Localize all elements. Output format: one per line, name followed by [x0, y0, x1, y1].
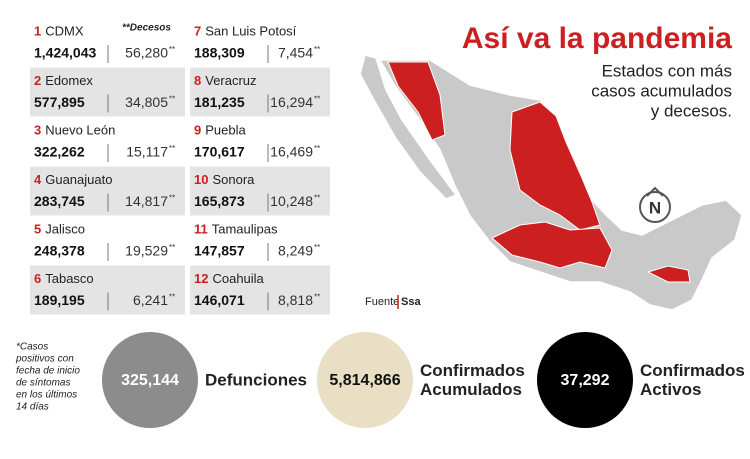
deaths: 56,280 — [125, 45, 168, 61]
cases: 248,378 — [34, 243, 85, 259]
rank: 5 — [34, 221, 41, 236]
rank: 10 — [194, 172, 208, 187]
footnote: en los últimos — [16, 390, 77, 401]
summary-circle — [102, 332, 198, 428]
death-mark: ** — [169, 293, 175, 302]
cases: 147,857 — [194, 243, 245, 259]
summary-label: Acumulados — [420, 380, 522, 399]
death-mark: ** — [314, 45, 320, 54]
cases: 146,071 — [194, 292, 245, 308]
state-name: Jalisco — [45, 221, 85, 236]
cases: 283,745 — [34, 193, 85, 209]
deaths: 19,529 — [125, 243, 168, 259]
death-mark: ** — [169, 194, 175, 203]
cases: 1,424,043 — [34, 45, 96, 61]
rank: 3 — [34, 122, 41, 137]
deaths: 8,249 — [278, 243, 313, 259]
deaths: 6,241 — [133, 292, 168, 308]
title: Así va la pandemia — [462, 22, 732, 55]
summary-label: Activos — [640, 380, 701, 399]
state-name: CDMX — [45, 23, 84, 38]
deaths: 34,805 — [125, 94, 168, 110]
state-name: Sonora — [212, 172, 255, 187]
cases: 170,617 — [194, 144, 245, 160]
footnote: fecha de inicio — [16, 366, 80, 377]
map-highlight — [646, 265, 691, 283]
subtitle: Estados con más — [602, 61, 732, 80]
state-name: San Luis Potosí — [205, 23, 296, 38]
summary-label: Defunciones — [205, 370, 307, 389]
cases: 188,309 — [194, 45, 245, 61]
footnote: *Casos — [16, 342, 48, 353]
footnote: 14 días — [16, 402, 49, 413]
source-name: Ssa — [401, 296, 421, 308]
rank: 11 — [194, 221, 208, 236]
death-mark: ** — [314, 293, 320, 302]
deaths: 10,248 — [270, 193, 313, 209]
rank: 6 — [34, 271, 41, 286]
deaths: 7,454 — [278, 45, 313, 61]
rank: 2 — [34, 73, 41, 88]
cases: 165,873 — [194, 193, 245, 209]
row-background — [190, 265, 330, 315]
deaths-header: **Decesos — [122, 23, 171, 34]
footnote: de síntomas — [16, 378, 70, 389]
subtitle: y decesos. — [651, 101, 732, 120]
map-region — [359, 54, 458, 200]
source-label: Fuente — [365, 296, 399, 308]
summary-label: Confirmados — [640, 361, 745, 380]
rank: 8 — [194, 73, 201, 88]
cases: 322,262 — [34, 144, 85, 160]
state-name: Edomex — [45, 73, 93, 88]
cases: 577,895 — [34, 94, 85, 110]
deaths: 16,294 — [270, 94, 313, 110]
rank: 9 — [194, 122, 201, 137]
death-mark: ** — [314, 243, 320, 252]
compass-label: N — [649, 198, 661, 217]
state-name: Veracruz — [205, 73, 256, 88]
rank: 12 — [194, 271, 208, 286]
row-background — [190, 166, 330, 216]
death-mark: ** — [169, 144, 175, 153]
compass-arrow — [646, 186, 664, 197]
deaths: 8,818 — [278, 292, 313, 308]
deaths: 15,117 — [126, 144, 168, 160]
state-name: Nuevo León — [45, 122, 115, 137]
state-name: Tabasco — [45, 271, 93, 286]
map-highlight — [509, 101, 601, 231]
death-mark: ** — [169, 45, 175, 54]
compass — [639, 191, 671, 223]
death-mark: ** — [169, 95, 175, 104]
death-mark: ** — [314, 144, 320, 153]
map: N — [359, 54, 743, 311]
cases: 181,235 — [194, 94, 245, 110]
summary-value: 325,144 — [121, 372, 179, 389]
summary-circle — [317, 332, 413, 428]
death-mark: ** — [314, 95, 320, 104]
summary-label: Confirmados — [420, 361, 525, 380]
death-mark: ** — [314, 194, 320, 203]
state-name: Puebla — [205, 122, 246, 137]
state-name: Coahuila — [212, 271, 264, 286]
cases: 189,195 — [34, 292, 85, 308]
state-name: Guanajuato — [45, 172, 112, 187]
rank: 4 — [34, 172, 42, 187]
deaths: 14,817 — [125, 193, 168, 209]
summary-value: 5,814,866 — [329, 372, 400, 389]
summary-value: 37,292 — [561, 372, 610, 389]
rank: 1 — [34, 23, 41, 38]
footnote: positivos con — [15, 354, 74, 365]
map-highlight — [387, 61, 446, 141]
deaths: 16,469 — [270, 144, 313, 160]
rank: 7 — [194, 23, 201, 38]
subtitle: casos acumulados — [591, 81, 732, 100]
map-highlight — [491, 221, 613, 269]
summary-circle — [537, 332, 633, 428]
state-name: Tamaulipas — [212, 221, 278, 236]
row-background — [190, 67, 330, 117]
death-mark: ** — [169, 243, 175, 252]
